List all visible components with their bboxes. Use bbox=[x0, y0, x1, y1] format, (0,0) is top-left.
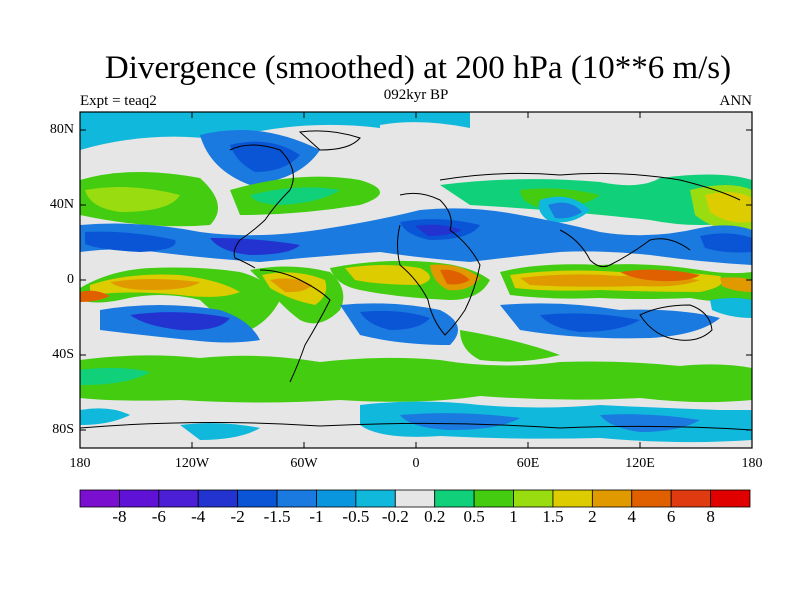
lon-label-60w: 60W bbox=[290, 456, 318, 471]
coastlines bbox=[80, 130, 752, 431]
colorbar-tick-label: -0.5 bbox=[342, 507, 370, 526]
colorbar-tick-label: -8 bbox=[112, 507, 127, 526]
colorbar-swatch bbox=[434, 489, 475, 508]
lon-label-60e: 60E bbox=[516, 456, 540, 471]
lat-label-80n: 80N bbox=[49, 122, 74, 137]
chart-subtitle: 092kyr BP bbox=[383, 87, 449, 103]
colorbar-swatch bbox=[394, 489, 436, 508]
colorbar bbox=[79, 489, 751, 508]
colorbar-swatch bbox=[670, 489, 711, 508]
lon-label-180w: 180 bbox=[69, 456, 91, 471]
colorbar-swatch bbox=[591, 489, 633, 508]
colorbar-tick-label: 4 bbox=[627, 507, 637, 526]
colorbar-tick-label: 0.2 bbox=[424, 507, 446, 526]
colorbar-swatch bbox=[552, 489, 593, 508]
colorbar-swatch bbox=[631, 489, 672, 508]
colorbar-tick-label: -1 bbox=[309, 507, 324, 526]
colorbar-swatch bbox=[473, 489, 514, 508]
chart-title: Divergence (smoothed) at 200 hPa (10**6 … bbox=[104, 50, 732, 86]
colorbar-tick-label: -6 bbox=[151, 507, 166, 526]
colorbar-tick-label: 1.5 bbox=[542, 507, 564, 526]
colorbar-swatch bbox=[119, 489, 160, 508]
lat-label-80s: 80S bbox=[52, 422, 74, 437]
colorbar-swatch bbox=[355, 489, 396, 508]
colorbar-swatch bbox=[237, 489, 278, 508]
lon-label-0: 0 bbox=[412, 456, 420, 471]
colorbar-tick-label: 0.5 bbox=[463, 507, 485, 526]
experiment-label: Expt = teaq2 bbox=[80, 93, 157, 109]
lon-label-180e: 180 bbox=[741, 456, 763, 471]
colorbar-tick-label: 8 bbox=[706, 507, 715, 526]
colorbar-tick-label: -1.5 bbox=[263, 507, 291, 526]
lat-label-0: 0 bbox=[67, 272, 74, 287]
colorbar-tick-label: -0.2 bbox=[381, 507, 409, 526]
lon-label-120e: 120E bbox=[625, 456, 655, 471]
colorbar-swatch bbox=[710, 489, 751, 508]
colorbar-tick-label: -2 bbox=[230, 507, 245, 526]
colorbar-swatch bbox=[513, 489, 554, 508]
colorbar-tick-label: 6 bbox=[666, 507, 676, 526]
lat-label-40s: 40S bbox=[52, 347, 74, 362]
colorbar-tick-label: -4 bbox=[191, 507, 206, 526]
colorbar-tick-label: 1 bbox=[509, 507, 518, 526]
colorbar-swatch bbox=[158, 489, 199, 508]
season-label: ANN bbox=[719, 93, 753, 109]
field-layer bbox=[80, 112, 752, 448]
lat-label-40n: 40N bbox=[49, 197, 74, 212]
colorbar-swatch bbox=[276, 489, 317, 508]
axis-ticks bbox=[79, 112, 753, 448]
lon-label-120w: 120W bbox=[174, 456, 210, 471]
colorbar-tick-label: 2 bbox=[588, 507, 597, 526]
colorbar-swatch bbox=[197, 489, 239, 508]
colorbar-swatch bbox=[316, 489, 357, 508]
colorbar-swatch bbox=[79, 489, 120, 508]
